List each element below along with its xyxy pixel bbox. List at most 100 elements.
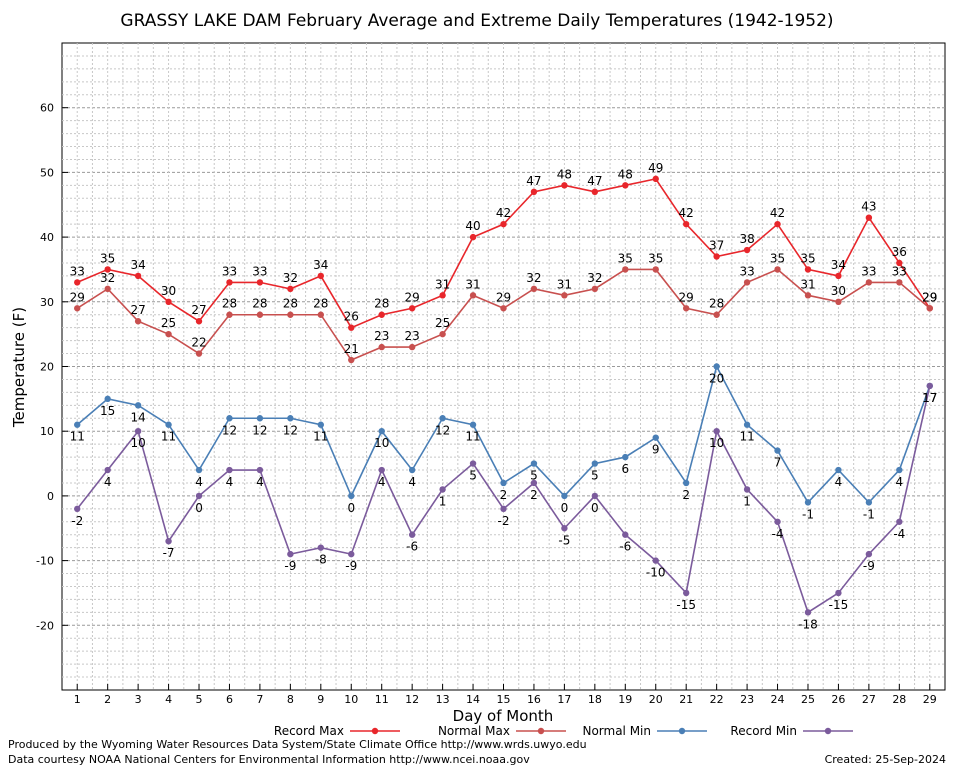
normal-min-point (774, 447, 781, 454)
x-tick-label: 20 (649, 693, 663, 706)
normal-max-point (195, 350, 203, 357)
normal-min-data-label: 4 (896, 475, 904, 489)
record-max-data-label: 47 (526, 174, 541, 188)
y-tick-label: 60 (40, 102, 54, 115)
record-max-data-label: 30 (161, 284, 176, 298)
normal-min-data-label: 2 (500, 488, 508, 502)
legend-label-normal-min: Normal Min (582, 724, 651, 738)
record-min-data-label: -9 (345, 559, 357, 573)
normal-min-data-label: -1 (863, 507, 875, 521)
normal-min-data-label: 9 (652, 443, 660, 457)
normal-max-data-label: 25 (161, 316, 176, 330)
normal-max-data-label: 31 (800, 277, 815, 291)
normal-min-point (104, 395, 111, 403)
record-max-point (439, 292, 446, 299)
record-max-data-label: 26 (344, 310, 359, 324)
normal-max-point (561, 292, 568, 299)
record-min-point (165, 537, 172, 545)
normal-max-data-label: 35 (770, 251, 785, 265)
normal-min-data-label: 20 (709, 372, 724, 386)
normal-max-data-label: 28 (252, 297, 267, 311)
normal-max-point (926, 305, 933, 312)
record-min-data-label: -4 (772, 527, 784, 541)
record-min-point (408, 531, 416, 538)
normal-min-data-label: 12 (435, 423, 450, 437)
record-min-data-label: -15 (829, 598, 849, 612)
record-max-data-label: 37 (709, 239, 724, 253)
record-max-point (896, 259, 903, 267)
record-max-data-label: 42 (770, 206, 785, 220)
record-min-data-label: -2 (498, 514, 510, 528)
normal-min-data-label: 4 (835, 475, 843, 489)
normal-max-point (74, 305, 81, 312)
record-max-data-label: 48 (557, 167, 572, 181)
normal-max-data-label: 23 (405, 329, 420, 343)
record-min-point (591, 492, 599, 500)
normal-max-point (591, 285, 599, 293)
record-min-point (500, 505, 507, 513)
record-min-point (378, 466, 385, 474)
record-max-point (774, 220, 781, 228)
record-max-point (408, 305, 416, 312)
normal-min-point (804, 499, 812, 506)
record-max-data-label: 43 (861, 200, 876, 214)
normal-min-data-label: 12 (222, 423, 237, 437)
normal-max-data-label: 32 (587, 271, 602, 285)
normal-max-point (530, 285, 538, 293)
normal-min-point (682, 479, 690, 487)
normal-max-point (743, 279, 751, 286)
normal-max-point (134, 318, 142, 325)
record-min-point (561, 525, 568, 532)
x-tick-label: 12 (405, 693, 419, 706)
x-tick-label: 16 (527, 693, 541, 706)
normal-min-point (226, 415, 233, 422)
x-tick-label: 18 (588, 693, 602, 706)
normal-min-data-label: 7 (774, 456, 782, 470)
record-min-point (835, 589, 842, 597)
x-tick-label: 5 (196, 693, 203, 706)
normal-min-data-label: 11 (161, 430, 176, 444)
normal-max-data-label: 30 (831, 284, 846, 298)
normal-min-point (896, 466, 903, 474)
legend-marker-record-max (371, 727, 379, 735)
normal-min-point (317, 421, 325, 428)
record-max-point (713, 253, 720, 260)
normal-max-point (622, 266, 629, 273)
normal-max-data-label: 29 (496, 290, 511, 304)
legend-label-record-max: Record Max (274, 724, 344, 738)
normal-max-point (713, 311, 720, 318)
record-min-data-label: -4 (893, 527, 905, 541)
record-max-point (195, 318, 203, 325)
normal-max-data-label: 28 (283, 297, 298, 311)
normal-min-data-label: 14 (130, 410, 145, 424)
record-max-data-label: 36 (892, 245, 907, 259)
normal-max-point (896, 279, 903, 286)
normal-max-data-label: 32 (526, 271, 541, 285)
record-max-point (591, 188, 599, 196)
record-max-data-label: 29 (405, 290, 420, 304)
normal-max-data-label: 22 (191, 336, 206, 350)
normal-max-point (408, 343, 416, 351)
x-tick-label: 22 (710, 693, 724, 706)
footer-data-credit: Data courtesy NOAA National Centers for … (8, 753, 530, 766)
record-min-data-label: 4 (378, 475, 386, 489)
normal-min-point (74, 421, 81, 428)
record-min-data-label: -15 (676, 598, 696, 612)
normal-min-data-label: 12 (252, 423, 267, 437)
normal-max-point (165, 330, 172, 338)
record-min-data-label: -5 (558, 533, 570, 547)
normal-max-data-label: 28 (709, 297, 724, 311)
y-axis-ticks: -20 -10 0 10 20 30 40 50 60 (36, 102, 68, 632)
normal-max-data-label: 33 (861, 264, 876, 278)
normal-max-data-label: 35 (618, 251, 633, 265)
record-max-data-label: 42 (679, 206, 694, 220)
record-min-point (622, 531, 629, 538)
normal-max-data-label: 28 (222, 297, 237, 311)
record-max-data-label: 34 (313, 258, 328, 272)
x-tick-label: 15 (497, 693, 511, 706)
normal-min-point (622, 453, 629, 461)
record-min-point (348, 550, 355, 558)
normal-min-data-label: -1 (802, 507, 814, 521)
normal-min-point (378, 428, 385, 435)
normal-min-data-label: 10 (374, 436, 389, 450)
